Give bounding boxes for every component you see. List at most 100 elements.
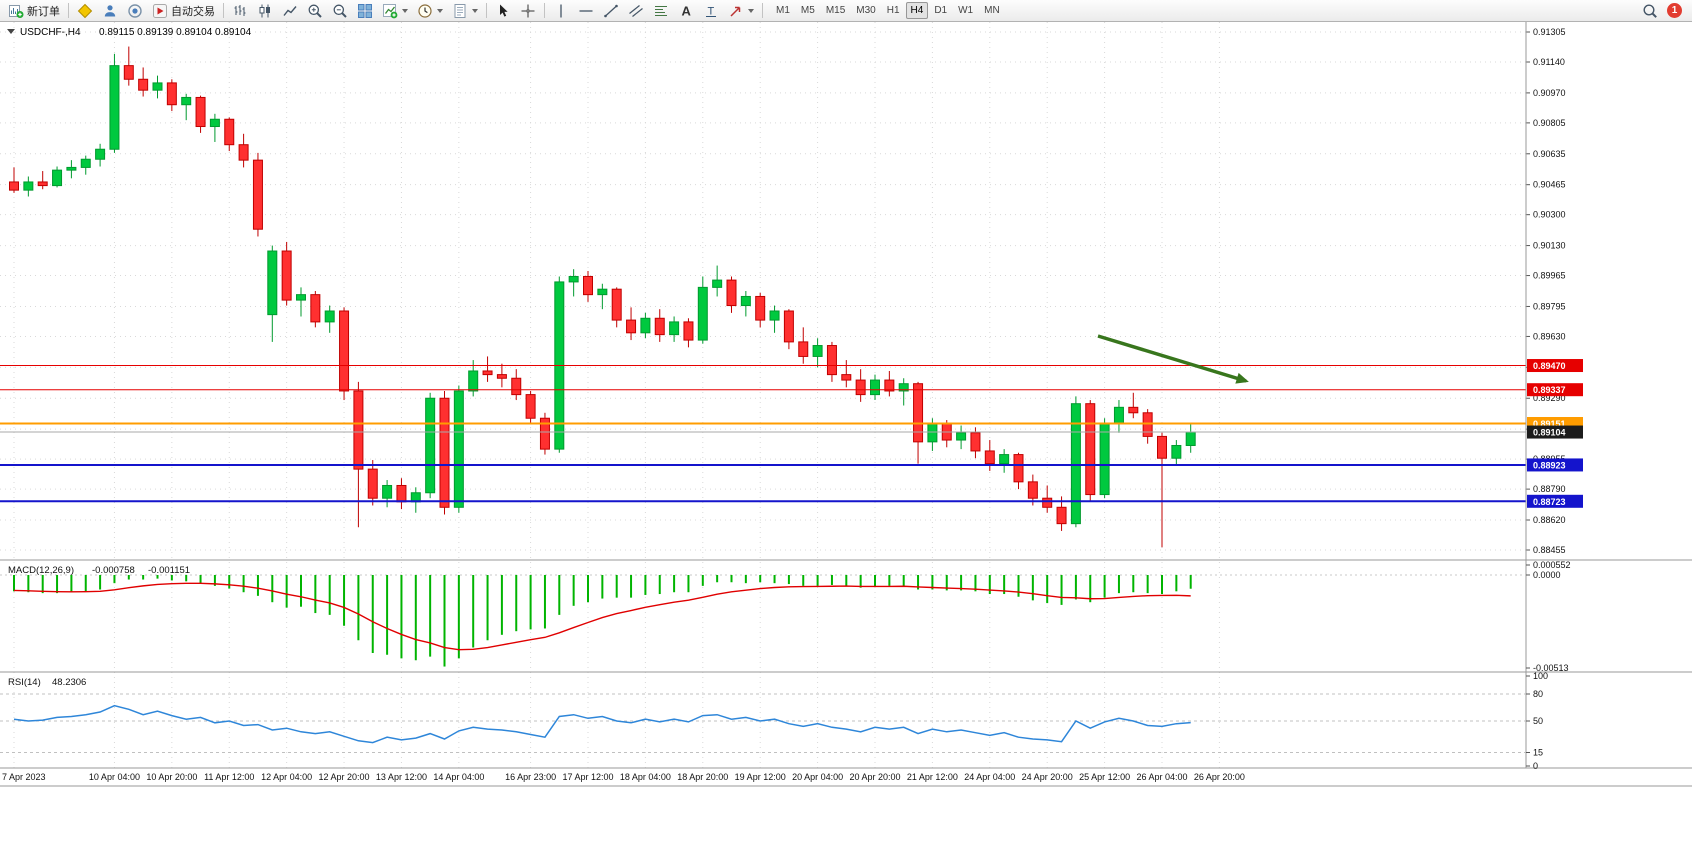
- cursor-tool-button[interactable]: [491, 0, 515, 21]
- autotrading-label: 自动交易: [171, 5, 215, 18]
- candlestick-mode-button[interactable]: [253, 0, 277, 21]
- candle-body: [913, 383, 924, 443]
- candle-body: [697, 286, 708, 341]
- price-badge: [1527, 425, 1583, 439]
- channel-icon: [629, 4, 643, 17]
- templates-button[interactable]: [448, 0, 482, 21]
- candle-body: [1070, 403, 1081, 525]
- periods-button[interactable]: [413, 0, 447, 21]
- toolbar-separator: [68, 3, 69, 18]
- candle-body: [296, 294, 306, 301]
- candle-body: [209, 118, 220, 128]
- price-badge-label: 0.89151: [1533, 419, 1566, 429]
- candle-body: [999, 454, 1010, 465]
- text-label-tool-button[interactable]: T: [699, 0, 723, 21]
- timeframe-mn-button[interactable]: MN: [984, 5, 1000, 16]
- timeframe-m1-button[interactable]: M1: [776, 5, 790, 16]
- candle-body: [683, 321, 694, 341]
- candle-body: [166, 82, 177, 106]
- horizontal-line-tool-button[interactable]: [574, 0, 598, 21]
- candle-body: [539, 417, 550, 450]
- crosshair-tool-button[interactable]: [516, 0, 540, 21]
- channel-tool-button[interactable]: [624, 0, 648, 21]
- price-badge-label: 0.88923: [1533, 460, 1566, 470]
- candle-body: [195, 96, 206, 128]
- timeframe-switcher: M1 M5 M15 M30 H1 H4 D1 W1 MN: [771, 2, 1005, 19]
- timeframe-m5-button[interactable]: M5: [800, 5, 815, 16]
- candle-body: [640, 317, 651, 334]
- navigator-button[interactable]: [123, 0, 147, 21]
- time-axis-label: 7 Apr 2023: [2, 772, 46, 782]
- macd-signal-value: -0.001151: [148, 565, 190, 576]
- candle-body: [482, 370, 493, 376]
- candle-body: [812, 345, 823, 357]
- timeframe-w1-button[interactable]: W1: [958, 5, 974, 16]
- vertical-line-tool-button[interactable]: [549, 0, 573, 21]
- timeframe-m15-button[interactable]: M15: [825, 5, 846, 16]
- toolbar: 新订单 自动交易: [0, 0, 1692, 22]
- fibonacci-tool-button[interactable]: [649, 0, 673, 21]
- arrows-tool-button[interactable]: [724, 0, 758, 21]
- candle-body: [52, 169, 63, 187]
- price-axis-label: 0.88620: [1533, 515, 1566, 525]
- market-watch-button[interactable]: [73, 0, 97, 21]
- candle-body: [1157, 435, 1167, 459]
- candle-body: [353, 390, 364, 470]
- candle-body: [583, 275, 593, 296]
- template-icon: [454, 3, 466, 18]
- data-window-button[interactable]: [98, 0, 122, 21]
- zoom-in-button[interactable]: [303, 0, 327, 21]
- trendline-tool-button[interactable]: [599, 0, 623, 21]
- price-axis-label: 0.90970: [1533, 88, 1566, 98]
- candle-body: [626, 319, 637, 334]
- chart-menu-icon[interactable]: [7, 29, 15, 34]
- notification-badge[interactable]: 1: [1667, 3, 1682, 18]
- candle-body: [123, 65, 134, 80]
- text-icon: A: [682, 3, 692, 18]
- price-axis-label: 0.90635: [1533, 149, 1566, 159]
- candle-body: [281, 250, 292, 301]
- candle-body: [109, 65, 120, 150]
- time-axis-label: 21 Apr 12:00: [907, 772, 958, 782]
- search-button[interactable]: [1638, 0, 1662, 21]
- clock-icon: [418, 3, 432, 18]
- chart-canvas[interactable]: 7 Apr 2023 10 Apr 04:00 10 Apr 20:00 11 Apr…: [0, 22, 1692, 851]
- text-tool-button[interactable]: A: [674, 0, 698, 21]
- candle-body: [238, 144, 249, 161]
- timeframe-d1-button[interactable]: D1: [934, 5, 948, 16]
- timeframe-h4-button[interactable]: H4: [905, 2, 929, 19]
- candle-body: [181, 96, 192, 106]
- time-axis-label: 24 Apr 20:00: [1022, 772, 1073, 782]
- tile-windows-button[interactable]: [353, 0, 377, 21]
- zoom-in-icon: [308, 4, 322, 18]
- candlestick-icon: [259, 4, 270, 17]
- line-chart-mode-button[interactable]: [278, 0, 302, 21]
- timeframe-m30-button[interactable]: M30: [856, 5, 876, 16]
- macd-axis-label: 0.0000: [1533, 570, 1561, 580]
- price-axis-label: 0.90465: [1533, 180, 1566, 190]
- price-badge: [1527, 359, 1583, 373]
- candle-body: [726, 279, 737, 307]
- time-axis-label: 12 Apr 04:00: [261, 772, 312, 782]
- price-axis-label: 0.91140: [1533, 57, 1565, 67]
- new-order-button[interactable]: 新订单: [4, 0, 64, 21]
- candle-body: [1171, 444, 1182, 459]
- toolbar-separator: [223, 3, 224, 18]
- rsi-indicator-value: 48.2306: [52, 677, 86, 688]
- rsi-axis-label: 0: [1533, 761, 1538, 771]
- indicators-button[interactable]: [378, 0, 412, 21]
- candle-body: [367, 468, 378, 499]
- horizontal-line-icon: [579, 9, 593, 12]
- time-axis-label: 10 Apr 20:00: [146, 772, 197, 782]
- bar-chart-mode-button[interactable]: [228, 0, 252, 21]
- text-label-icon: T: [706, 5, 716, 17]
- timeframe-h1-button[interactable]: H1: [886, 5, 900, 16]
- price-axis-label: 0.89795: [1533, 301, 1566, 311]
- candle-body: [525, 394, 536, 419]
- zoom-out-button[interactable]: [328, 0, 352, 21]
- toolbar-separator: [762, 3, 763, 18]
- toolbar-separator: [486, 3, 487, 18]
- autotrading-button[interactable]: 自动交易: [148, 0, 219, 21]
- price-badge: [1527, 458, 1583, 472]
- candle-body: [9, 181, 19, 191]
